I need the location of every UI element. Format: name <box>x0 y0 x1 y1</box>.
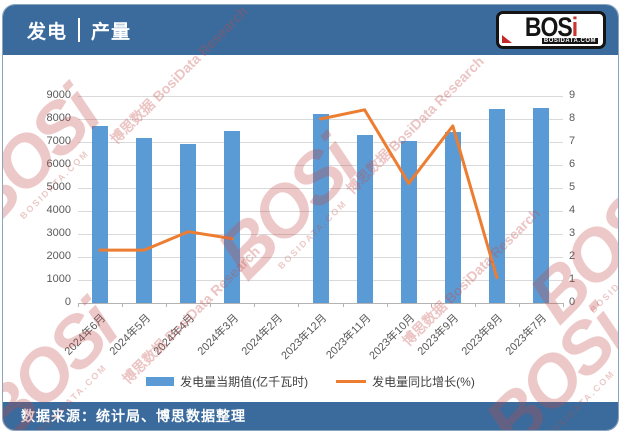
logo-text: BOSi <box>524 11 578 42</box>
logo-subtext: BOSIDATA.COM <box>541 38 598 44</box>
bar <box>312 113 329 303</box>
x-axis-label: 2023年7月 <box>503 312 550 358</box>
page-title: 发电 产量 <box>27 17 131 44</box>
growth-line-segment <box>98 230 234 252</box>
tick-mark <box>430 303 432 307</box>
tick-mark <box>78 303 79 307</box>
x-axis-label: 2024年5月 <box>107 312 153 358</box>
tick-mark <box>254 303 256 307</box>
bar <box>356 134 373 303</box>
title-right: 产量 <box>91 21 132 43</box>
y-axis-label-left: 0 <box>64 296 71 308</box>
y-axis-label-left: 4000 <box>46 204 71 216</box>
tick-mark <box>563 303 564 307</box>
chart-card: 发电 产量 BOSi BOSIDATA.COM 0 1000 2000 3000 400… <box>2 4 619 431</box>
y-axis-label-right: 8 <box>569 112 576 124</box>
tick-mark <box>166 303 168 307</box>
x-axis-label: 2023年11月 <box>323 312 374 362</box>
x-axis-label: 2023年12月 <box>279 312 330 363</box>
y-axis-label-right: 1 <box>569 273 576 285</box>
legend-line-swatch <box>336 380 367 383</box>
x-axis-label: 2023年8月 <box>459 312 506 358</box>
chart-body: 0 1000 2000 3000 4000 5000 6000 7000 8000 9000 0 1 2… <box>3 55 618 404</box>
legend-bar-swatch <box>146 377 175 386</box>
title-left: 发电 <box>27 21 68 43</box>
tick-mark <box>474 303 476 307</box>
bar <box>92 126 109 303</box>
gridline <box>78 303 563 304</box>
footer: 数据来源：统计局、博思数据整理 <box>3 402 618 430</box>
bar <box>400 141 417 303</box>
growth-line-chart <box>98 108 499 280</box>
title-divider <box>78 18 81 42</box>
y-axis-label-left: 3000 <box>46 227 71 239</box>
y-axis-label-right: 3 <box>569 227 576 239</box>
bar <box>136 137 153 303</box>
legend-line-label: 发电量同比增长(%) <box>372 375 475 389</box>
legend-item-bar: 发电量当期值(亿千瓦时) <box>146 373 308 390</box>
plot-area <box>78 96 563 304</box>
tick-mark <box>122 303 124 307</box>
y-axis-label-right: 6 <box>569 158 576 170</box>
bar <box>532 108 549 303</box>
data-source-text: 数据来源：统计局、博思数据整理 <box>21 408 246 424</box>
tick-mark <box>518 303 520 307</box>
header: 发电 产量 BOSi BOSIDATA.COM <box>3 5 618 55</box>
bar <box>444 131 461 303</box>
bar <box>180 144 197 303</box>
y-axis-label-left: 6000 <box>46 158 71 170</box>
y-axis-label-left: 8000 <box>46 112 71 124</box>
bosi-logo: BOSi BOSIDATA.COM <box>496 11 606 49</box>
x-axis-label: 2024年6月 <box>62 312 109 358</box>
x-axis-label: 2024年3月 <box>195 312 241 358</box>
gridline <box>78 96 563 97</box>
legend-bar-label: 发电量当期值(亿千瓦时) <box>180 375 309 389</box>
tick-mark <box>342 303 344 307</box>
tick-mark <box>386 303 388 307</box>
bar <box>488 108 505 303</box>
x-axis-label: 2023年9月 <box>415 312 462 358</box>
y-axis-label-right: 5 <box>569 181 576 193</box>
legend-item-line: 发电量同比增长(%) <box>336 373 475 390</box>
bar <box>224 131 241 303</box>
y-axis-label-right: 7 <box>569 135 576 147</box>
x-axis-label: 2024年4月 <box>151 312 197 358</box>
y-axis-label-right: 9 <box>569 89 576 101</box>
y-axis-label-left: 5000 <box>46 181 71 193</box>
y-axis-label-right: 2 <box>569 250 576 262</box>
x-axis-label: 2023年10月 <box>367 312 418 363</box>
y-axis-label-left: 7000 <box>46 135 71 147</box>
y-axis-label-left: 9000 <box>46 89 71 101</box>
y-axis-label-left: 1000 <box>46 273 71 285</box>
growth-line-segment <box>319 108 499 280</box>
tick-mark <box>210 303 212 307</box>
y-axis-label-right: 4 <box>569 204 576 216</box>
tick-mark <box>298 303 300 307</box>
y-axis-label-left: 2000 <box>46 250 71 262</box>
legend: 发电量当期值(亿千瓦时) 发电量同比增长(%) <box>3 373 618 390</box>
logo-flag-icon <box>502 35 512 43</box>
y-axis-label-right: 0 <box>569 296 576 308</box>
